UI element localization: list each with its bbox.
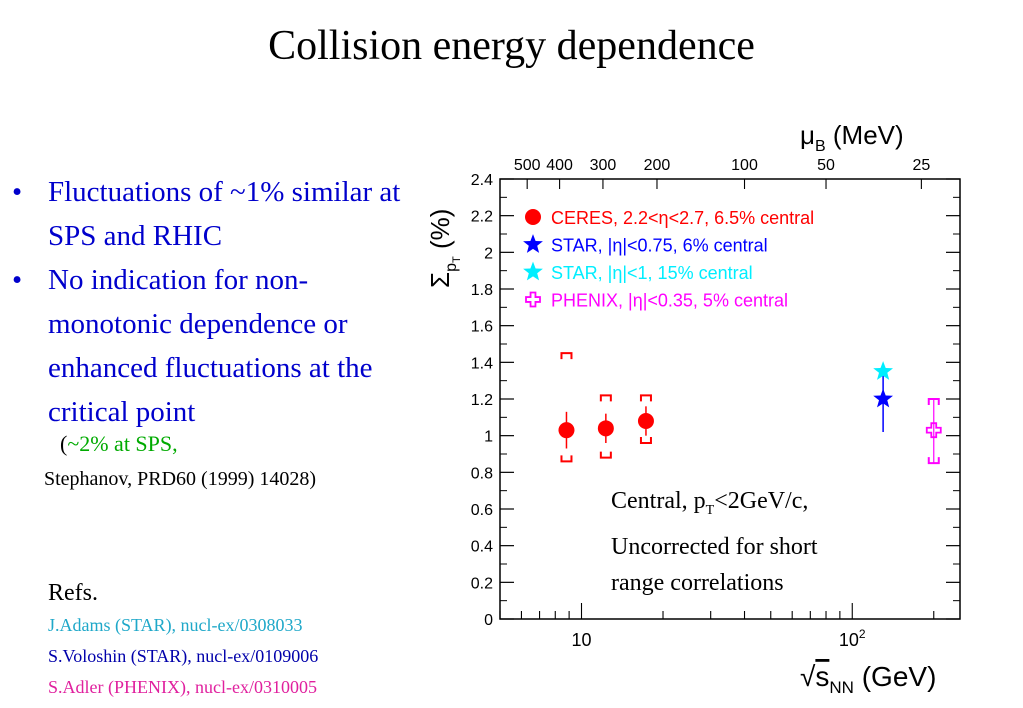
ref-voloshin: S.Voloshin (STAR), nucl-ex/0109006 bbox=[48, 646, 319, 666]
note-line-2: Uncorrected for short bbox=[611, 533, 818, 560]
data-point bbox=[873, 388, 893, 408]
data-point bbox=[558, 422, 575, 439]
ref-adler: S.Adler (PHENIX), nucl-ex/0310005 bbox=[48, 677, 317, 697]
systematic-bracket bbox=[599, 394, 612, 402]
y-tick-label: 0.6 bbox=[471, 502, 493, 519]
bullet-item: • No indication for non-monotonic depend… bbox=[10, 258, 420, 434]
legend-label: STAR, |η|<1, 15% central bbox=[551, 263, 753, 283]
y-tick-label: 1.8 bbox=[471, 282, 493, 299]
chart-annotation: Central, pT<2GeV/c, Uncorrected for shor… bbox=[611, 483, 818, 601]
bullet-text: Fluctuations of ~1% similar at SPS and R… bbox=[48, 176, 401, 252]
top-axis-title: μB (MeV) bbox=[800, 120, 904, 155]
y-tick-label: 1.6 bbox=[471, 319, 493, 336]
top-axis-tick-label: 100 bbox=[731, 157, 758, 174]
note-green-text: ~2% at SPS, bbox=[67, 431, 178, 456]
top-axis-tick-label: 50 bbox=[817, 157, 835, 174]
y-tick-label: 0 bbox=[484, 612, 493, 629]
data-point bbox=[597, 420, 614, 437]
bullet-item: • Fluctuations of ~1% similar at SPS and… bbox=[10, 170, 420, 258]
stephanov-reference: Stephanov, PRD60 (1999) 14028) bbox=[44, 468, 317, 490]
y-tick-label: 2.4 bbox=[471, 172, 493, 189]
x-tick-label: 10 bbox=[571, 630, 591, 650]
refs-heading: Refs. bbox=[48, 580, 98, 606]
data-point bbox=[873, 361, 893, 380]
systematic-bracket bbox=[639, 394, 652, 402]
references-block: Refs. J.Adams (STAR), nucl-ex/0308033 S.… bbox=[48, 576, 318, 703]
bullet-list: • Fluctuations of ~1% similar at SPS and… bbox=[10, 170, 420, 434]
systematic-bracket bbox=[639, 437, 652, 444]
bullet-text: No indication for non-monotonic dependen… bbox=[48, 264, 373, 428]
legend-marker bbox=[525, 291, 541, 308]
legend-marker bbox=[525, 209, 541, 225]
ref-adams: J.Adams (STAR), nucl-ex/0308033 bbox=[48, 615, 303, 635]
legend-label: STAR, |η|<0.75, 6% central bbox=[551, 236, 768, 256]
legend-label: CERES, 2.2<η<2.7, 6.5% central bbox=[551, 208, 814, 228]
legend-marker bbox=[523, 261, 543, 281]
x-axis-title: √sNN (GeV) bbox=[800, 661, 936, 697]
top-axis-tick-label: 300 bbox=[590, 157, 617, 174]
top-axis-tick-label: 25 bbox=[912, 157, 930, 174]
systematic-bracket bbox=[560, 455, 573, 463]
y-tick-label: 1.2 bbox=[471, 392, 493, 409]
y-tick-label: 0.8 bbox=[471, 465, 493, 482]
slide-title: Collision energy dependence bbox=[268, 23, 755, 69]
note-line-3: range correlations bbox=[611, 569, 784, 596]
x-tick-label: 102 bbox=[839, 627, 866, 650]
y-axis-title: ΣpT (%) bbox=[425, 209, 463, 288]
bullet-dot-icon: • bbox=[12, 176, 23, 208]
y-tick-label: 2.2 bbox=[471, 209, 493, 226]
y-tick-label: 1.4 bbox=[471, 355, 493, 372]
top-axis-tick-label: 500 bbox=[514, 157, 541, 174]
bullet-dot-icon: • bbox=[12, 264, 23, 296]
top-axis-tick-label: 400 bbox=[546, 157, 573, 174]
energy-dependence-chart: 0 0.2 0.4 0.6 0.8 1 1.2 1.4 1.6 1.8 2 2.2 2.4 10 102 50… bbox=[425, 120, 961, 697]
data-point bbox=[925, 422, 942, 439]
data-point bbox=[637, 413, 654, 429]
legend-marker bbox=[523, 234, 543, 253]
y-tick-label: 2 bbox=[484, 245, 493, 262]
critical-point-note: (~2% at SPS, bbox=[60, 431, 178, 457]
y-tick-label: 1 bbox=[484, 429, 493, 446]
top-axis-tick-label: 200 bbox=[644, 157, 671, 174]
systematic-bracket bbox=[560, 352, 573, 360]
note-paren: ( bbox=[60, 431, 68, 456]
systematic-bracket bbox=[599, 451, 612, 459]
y-tick-label: 0.4 bbox=[471, 539, 493, 556]
y-tick-label: 0.2 bbox=[471, 575, 493, 592]
systematic-bracket bbox=[927, 457, 940, 465]
legend-label: PHENIX, |η|<0.35, 5% central bbox=[551, 291, 788, 311]
note-line-1: Central, pT<2GeV/c, bbox=[611, 488, 809, 518]
